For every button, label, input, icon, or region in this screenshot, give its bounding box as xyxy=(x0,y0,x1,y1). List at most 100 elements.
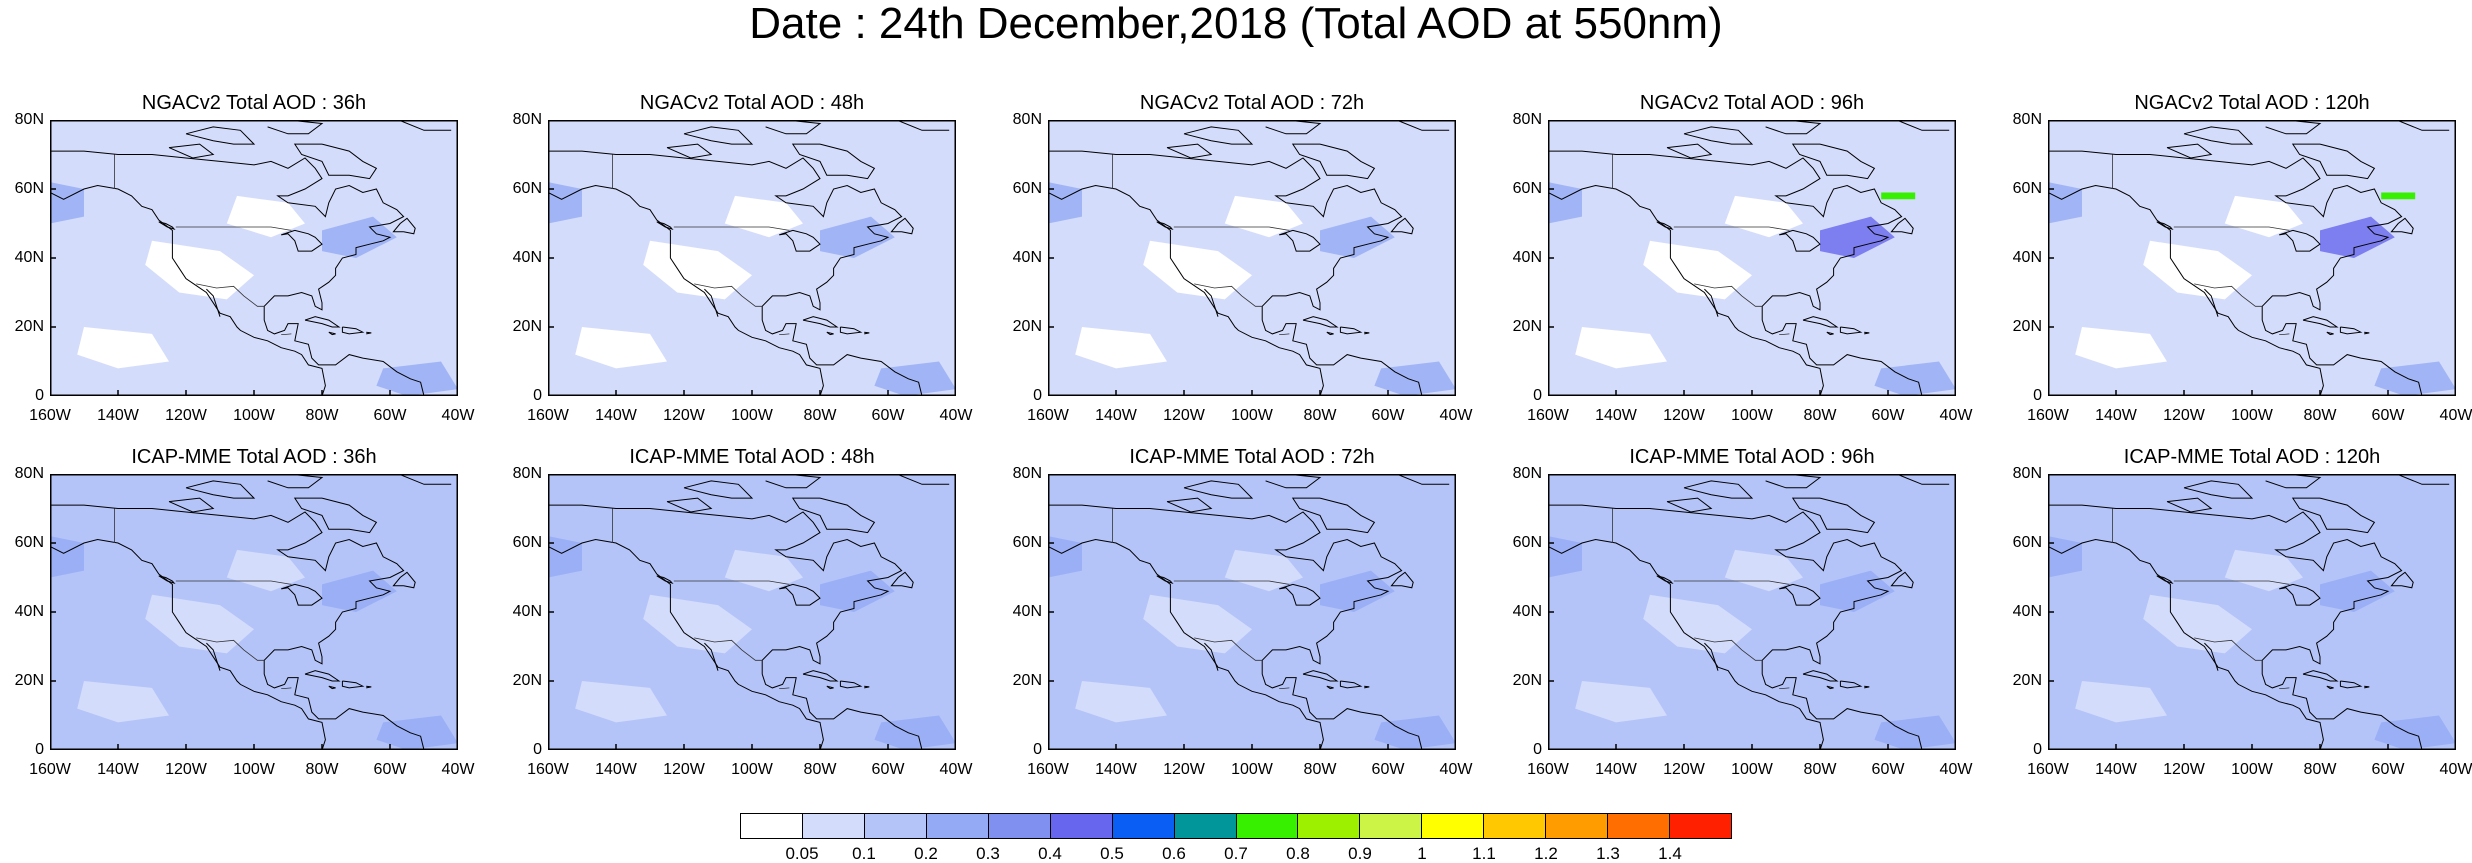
lon-tick-label: 120W xyxy=(1163,761,1205,778)
high-aod-area xyxy=(1320,570,1395,612)
panel-title: NGACv2 Total AOD : 96h xyxy=(1639,92,1865,114)
colorbar-level-label: 0.9 xyxy=(1348,844,1372,863)
colorbar-swatch xyxy=(1173,813,1236,839)
country-border xyxy=(175,226,292,231)
coastline xyxy=(185,126,256,145)
lat-tick-label: 0 xyxy=(2033,387,2042,404)
lon-tick-label: 40W xyxy=(2439,407,2472,424)
country-border xyxy=(1673,580,1790,585)
lat-tick-label: 60N xyxy=(512,180,542,197)
coastline xyxy=(2326,331,2334,336)
lon-tick-label: 120W xyxy=(2163,761,2205,778)
lat-tick-label: 0 xyxy=(1033,741,1042,758)
lon-tick-label: 100W xyxy=(233,761,275,778)
lon-tick-label: 40W xyxy=(1939,761,1973,778)
coastline xyxy=(392,571,416,589)
coastline xyxy=(293,143,378,180)
lon-tick-label: 40W xyxy=(939,407,973,424)
coastline xyxy=(779,583,821,606)
coastline xyxy=(890,217,914,235)
high-aod-area xyxy=(1820,216,1895,258)
colorbar-labels: 0.05 0.1 0.2 0.3 0.4 0.5 0.6 0.7 0.8 0.9 1 1.1 1.2 1.… xyxy=(740,845,1732,863)
coastline xyxy=(158,575,176,584)
coastline xyxy=(683,126,754,145)
country-border xyxy=(1194,637,1263,661)
colorbar-level-label: 1.2 xyxy=(1534,844,1558,863)
country-border xyxy=(1173,226,1290,231)
coastline xyxy=(1166,497,1213,513)
lon-tick-label: 80W xyxy=(305,761,339,778)
lat-tick-label: 40N xyxy=(14,249,44,266)
colorbar-swatch xyxy=(987,813,1050,839)
coastline xyxy=(1548,184,1824,396)
coastline xyxy=(1339,680,1363,689)
high-aod-area xyxy=(874,715,956,750)
coastline xyxy=(2156,575,2174,584)
lon-tick-label: 80W xyxy=(1803,407,1837,424)
coastline xyxy=(1048,184,1324,396)
colorbar-level-label: 0.2 xyxy=(914,844,938,863)
lon-tick-label: 100W xyxy=(1731,761,1773,778)
high-aod-area xyxy=(548,536,582,578)
colorbar-level-label: 1.4 xyxy=(1658,844,1682,863)
lat-tick-label: 40N xyxy=(14,603,44,620)
coastline xyxy=(328,685,336,690)
coastline xyxy=(1390,217,1414,235)
lon-tick-label: 60W xyxy=(373,407,407,424)
coastline xyxy=(1666,143,1713,159)
coastline xyxy=(1802,316,1839,328)
coastline xyxy=(293,497,378,534)
aod-hotspot xyxy=(1881,192,1916,200)
country-border xyxy=(1673,226,1790,231)
coastline xyxy=(2339,680,2363,689)
country-border xyxy=(779,333,790,335)
coastline xyxy=(704,642,719,671)
lat-tick-label: 60N xyxy=(14,534,44,551)
country-border xyxy=(2279,687,2290,689)
coastline xyxy=(1779,583,1821,606)
coastline xyxy=(839,326,863,335)
aod-hotspot xyxy=(2381,192,2416,200)
coastline xyxy=(548,150,923,396)
colorbar-swatch xyxy=(1297,813,1360,839)
coastline xyxy=(281,229,323,252)
coastline xyxy=(185,480,256,499)
lon-tick-label: 80W xyxy=(1803,761,1837,778)
coastline xyxy=(2364,685,2370,689)
colorbar-level-label: 0.6 xyxy=(1162,844,1186,863)
coastline xyxy=(765,120,822,135)
coastline xyxy=(1279,583,1321,606)
lat-tick-label: 20N xyxy=(1512,318,1542,335)
lat-tick-label: 80N xyxy=(14,465,44,482)
aod-map xyxy=(1048,120,1456,396)
coastline xyxy=(1656,221,1674,230)
coastline xyxy=(2166,143,2213,159)
lon-tick-label: 60W xyxy=(1871,407,1905,424)
coastline xyxy=(1765,474,1822,489)
coastline xyxy=(1548,504,1923,750)
lat-tick-label: 60N xyxy=(1512,180,1542,197)
coastline xyxy=(2265,120,2322,135)
coastline xyxy=(1395,474,1450,485)
coastline xyxy=(666,497,713,513)
lat-tick-label: 80N xyxy=(2012,465,2042,482)
coastline xyxy=(1291,143,1376,180)
lon-tick-label: 100W xyxy=(2231,407,2273,424)
country-border xyxy=(2279,333,2290,335)
coastline xyxy=(1864,331,1870,335)
colorbar-swatch xyxy=(1111,813,1174,839)
high-aod-area xyxy=(1548,182,1582,224)
low-aod-area xyxy=(1575,681,1667,723)
low-aod-area xyxy=(77,681,169,723)
coastline xyxy=(704,288,719,317)
coastline xyxy=(366,685,372,689)
coastline xyxy=(341,326,365,335)
aod-map xyxy=(50,120,458,396)
coastline xyxy=(2364,331,2370,335)
coastline xyxy=(1265,474,1322,489)
country-border xyxy=(1173,580,1290,585)
high-aod-area xyxy=(2374,715,2456,750)
country-border xyxy=(1279,687,1290,689)
coastline xyxy=(1204,288,1219,317)
coastline xyxy=(2048,150,2423,396)
